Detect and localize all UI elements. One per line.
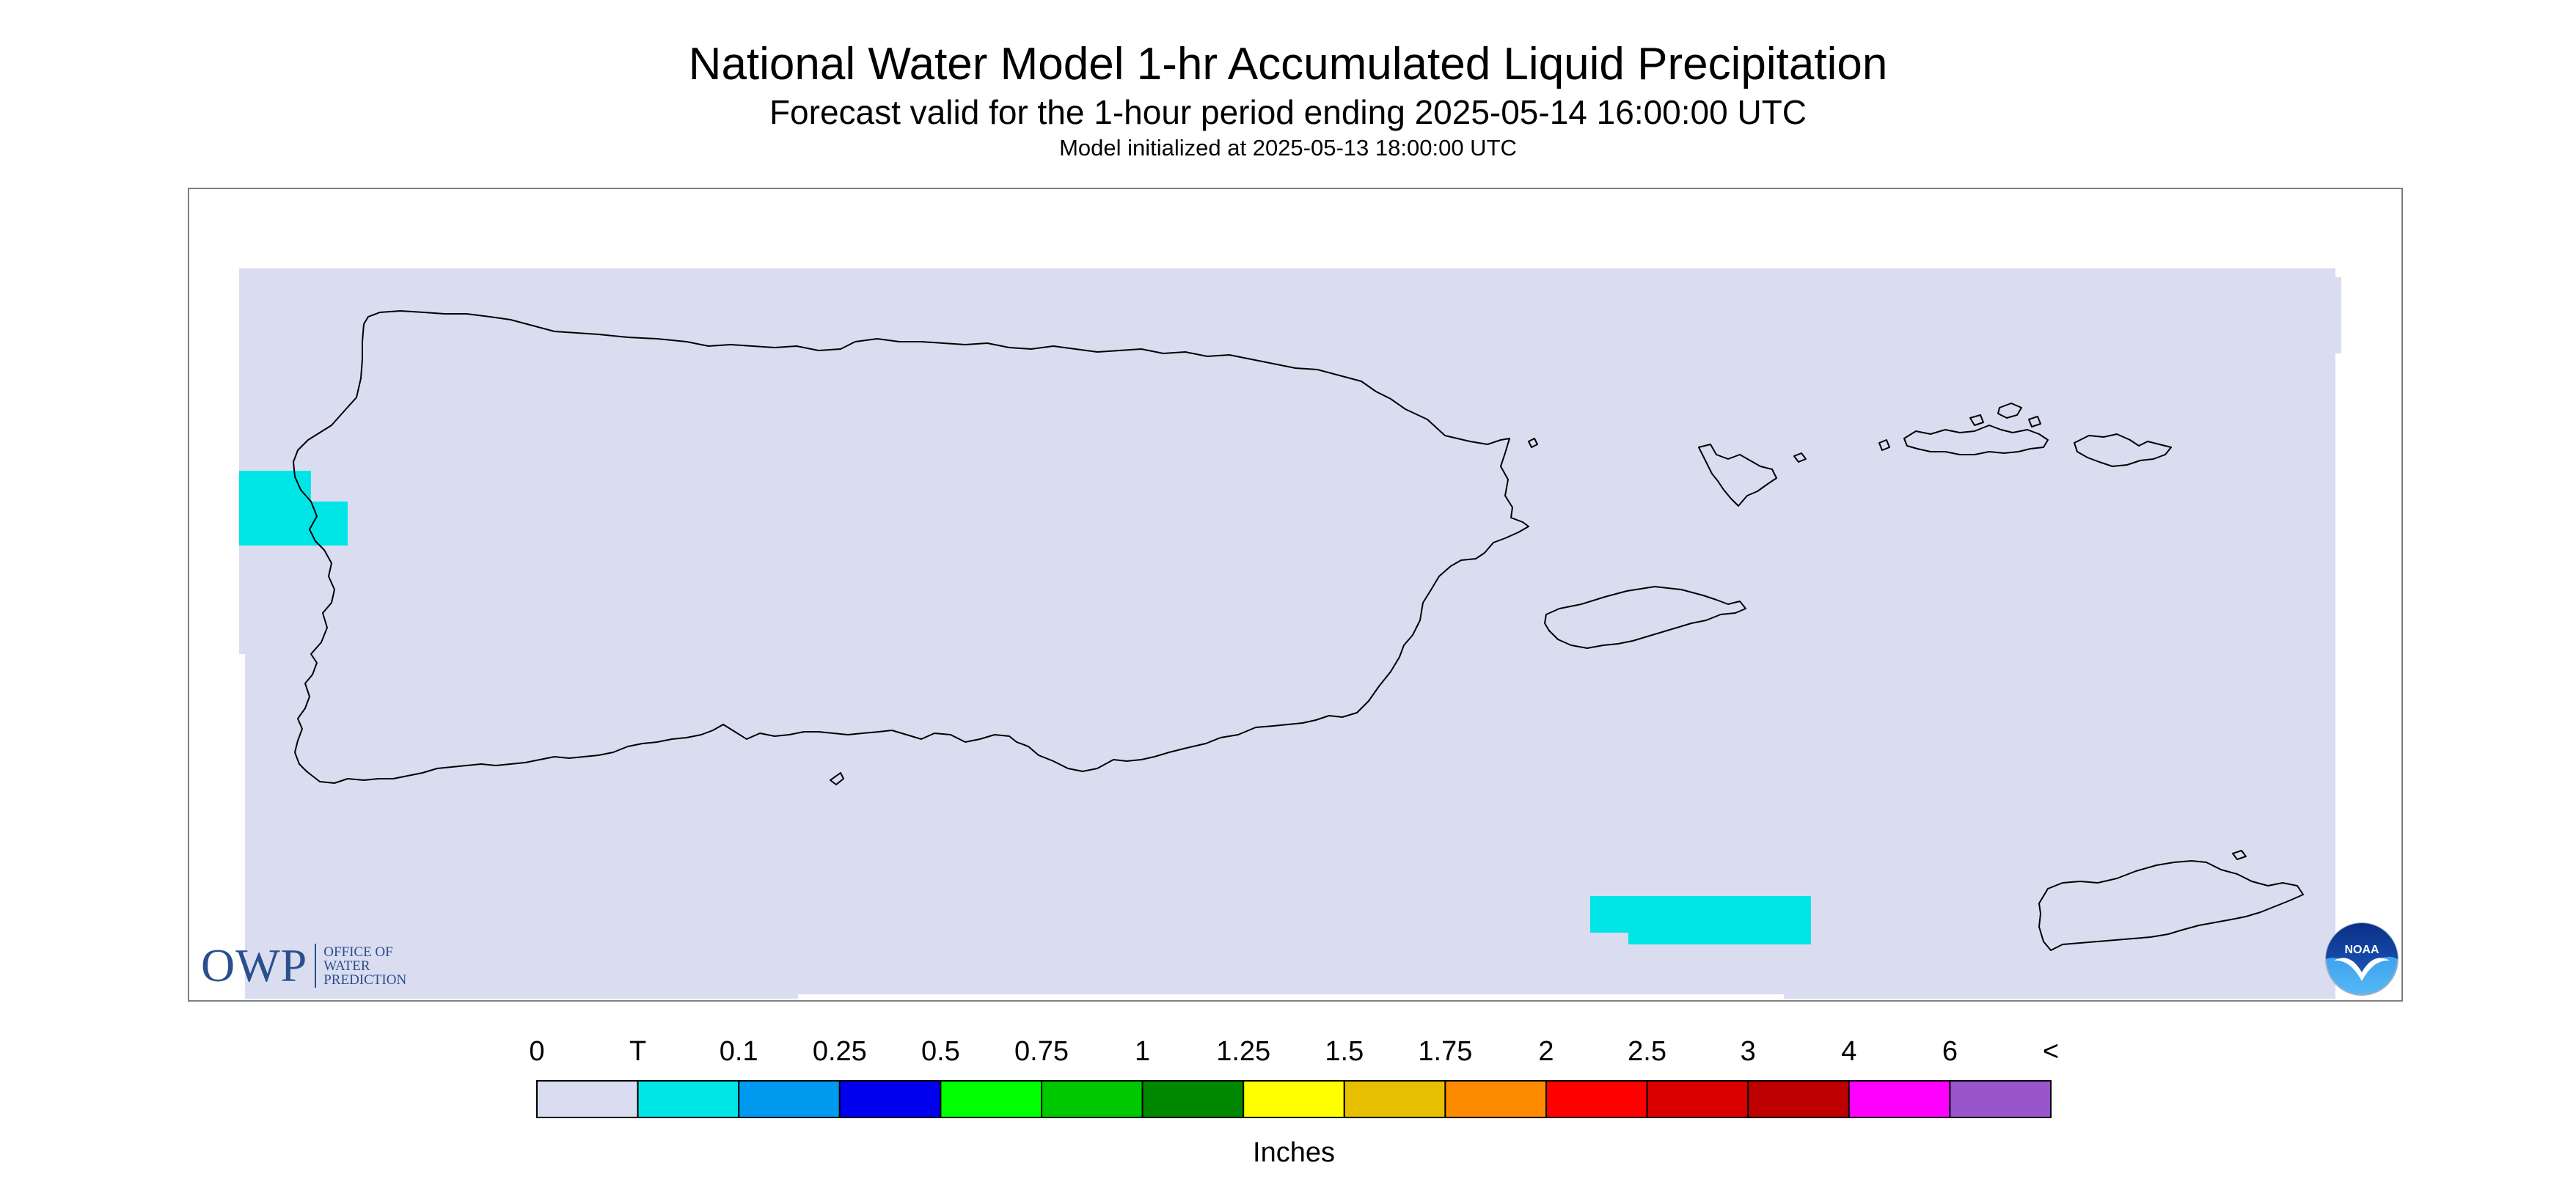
legend-unit-label: Inches xyxy=(1253,1137,1335,1168)
st-croix-coastline xyxy=(2038,860,2304,951)
legend-swatch xyxy=(1949,1080,2052,1118)
legend-tick-label: 1.5 xyxy=(1325,1036,1364,1067)
legend-swatch xyxy=(1041,1080,1144,1118)
trace-precip-patch-south xyxy=(1590,896,1811,944)
owp-logo-mark: OWP xyxy=(201,939,308,991)
legend-tick-label: < xyxy=(2043,1036,2059,1067)
legend-swatch xyxy=(838,1080,942,1118)
legend-swatch xyxy=(1141,1080,1245,1118)
legend-tick-label: 2.5 xyxy=(1628,1036,1666,1067)
culebra-islet-coastline xyxy=(1793,452,1807,463)
precipitation-map xyxy=(188,188,2403,1002)
legend-tick-label: 3 xyxy=(1741,1036,1756,1067)
trace-precip-patch-west xyxy=(239,471,348,546)
map-subtitle: Forecast valid for the 1-hour period end… xyxy=(769,93,1807,131)
culebra-coastline xyxy=(1698,444,1777,507)
legend-tick-label: 1 xyxy=(1135,1036,1150,1067)
zero-precip-field xyxy=(239,268,2341,999)
buck-island-coastline xyxy=(2232,850,2247,860)
jost-van-dyke-coastline xyxy=(1969,414,1984,426)
legend-swatch xyxy=(1243,1080,1345,1118)
tortola-coastline xyxy=(1997,403,2022,419)
savana-island-coastline xyxy=(1878,439,1890,451)
legend-tick-label: 0.5 xyxy=(921,1036,960,1067)
legend-tick-label: 2 xyxy=(1538,1036,1554,1067)
puerto-rico-coastline xyxy=(293,310,1529,784)
st-thomas-coastline xyxy=(1903,425,2049,455)
svg-text:NOAA: NOAA xyxy=(2344,944,2379,956)
legend-tick-label: 1.75 xyxy=(1418,1036,1472,1067)
model-init-text: Model initialized at 2025-05-13 18:00:00… xyxy=(1059,135,1517,161)
owp-logo-text: OFFICE OF WATER PREDICTION xyxy=(323,944,407,988)
legend-swatch xyxy=(1545,1080,1648,1118)
legend-swatch xyxy=(536,1080,639,1118)
map-title: National Water Model 1-hr Accumulated Li… xyxy=(688,39,1888,89)
legend-tick-label: 0.75 xyxy=(1014,1036,1069,1067)
noaa-logo: NOAA xyxy=(2325,922,2398,996)
desecheo-coastline xyxy=(1528,438,1538,448)
legend-swatch xyxy=(1646,1080,1749,1118)
legend-swatch xyxy=(637,1080,740,1118)
legend-swatch xyxy=(1343,1080,1446,1118)
legend-swatch xyxy=(1444,1080,1548,1118)
owp-logo-divider xyxy=(315,944,317,988)
owp-logo: OWP OFFICE OF WATER PREDICTION xyxy=(201,939,406,993)
st-john-coastline xyxy=(2074,433,2172,467)
legend-tick-label: 0.25 xyxy=(813,1036,867,1067)
legend-tick-label: T xyxy=(629,1036,646,1067)
hans-lollik-coastline xyxy=(2028,416,2041,427)
legend-swatch xyxy=(1747,1080,1850,1118)
legend-tick-label: 1.25 xyxy=(1216,1036,1270,1067)
legend-swatch xyxy=(738,1080,841,1118)
mona-island-coastline xyxy=(830,772,844,785)
legend-tick-label: 0.1 xyxy=(720,1036,758,1067)
legend-tick-label: 6 xyxy=(1942,1036,1958,1067)
legend-swatch xyxy=(940,1080,1043,1118)
legend-tick-label: 0 xyxy=(529,1036,544,1067)
legend-tick-label: 4 xyxy=(1841,1036,1856,1067)
vieques-coastline xyxy=(1544,586,1746,649)
legend-swatch xyxy=(1848,1080,1951,1118)
